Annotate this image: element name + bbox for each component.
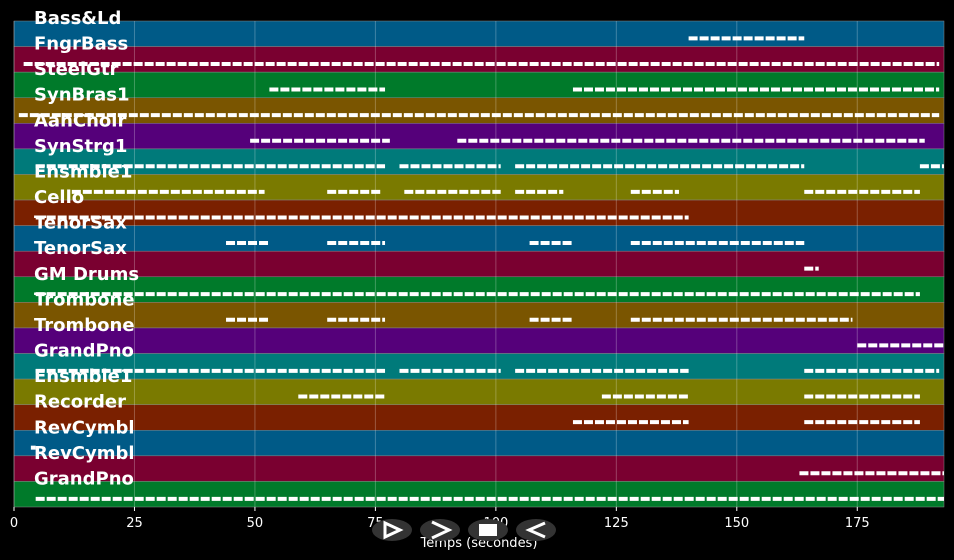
track-name: Trombone [34,315,135,336]
track-name: RevCymbl [34,417,135,438]
track-band [13,276,945,303]
track-band [13,455,945,482]
track-name: TenorSax [34,238,127,259]
rewind-button[interactable] [372,519,412,541]
track-name: SynStrg1 [34,136,127,157]
notes [18,36,944,501]
track-band [13,71,945,98]
track-name: SynBras1 [34,85,130,106]
bands [13,20,945,508]
stop-button[interactable] [468,519,508,541]
track-band [13,20,945,47]
track-name: GM Drums [34,264,139,285]
track-name: Trombone [34,289,135,310]
track-name: GrandPno [34,341,134,362]
track-band [13,302,945,329]
track-band [13,430,945,457]
labels: Bass&Ld FngrBass SteelGtr SynBras1 AahChoir S… [34,8,139,489]
x-tick-label: 175 [845,516,870,531]
x-tick-label: 150 [724,516,749,531]
play-button[interactable] [420,519,460,541]
track-band [13,225,945,252]
track-name: AahChoir [34,110,126,131]
track-band [13,123,945,150]
track-band [13,148,945,175]
back-button[interactable] [516,519,556,541]
track-band [13,97,945,124]
track-name: Bass&Ld [34,8,121,29]
controls [372,519,556,541]
grid [13,21,858,507]
track-name: FngrBass [34,34,128,55]
track-name: Ensmble1 [34,366,132,387]
x-tick-label: 0 [10,516,18,531]
track-band [13,174,945,201]
track-band [13,199,945,226]
track-name: Cello [34,187,84,208]
track-band [13,353,945,380]
track-band [13,404,945,431]
track-band [13,327,945,354]
x-tick-label: 125 [604,516,629,531]
track-name: RevCymbl [34,443,135,464]
track-name: Recorder [34,392,126,413]
track-band [13,378,945,405]
x-tick-label: 25 [126,516,143,531]
track-name: Ensmble1 [34,161,132,182]
track-name: TenorSax [34,213,127,234]
track-band [13,250,945,278]
track-name: SteelGtr [34,59,119,80]
track-name: GrandPno [34,468,134,489]
track-band [13,46,945,73]
track-band [13,481,945,508]
x-tick-label: 50 [247,516,264,531]
